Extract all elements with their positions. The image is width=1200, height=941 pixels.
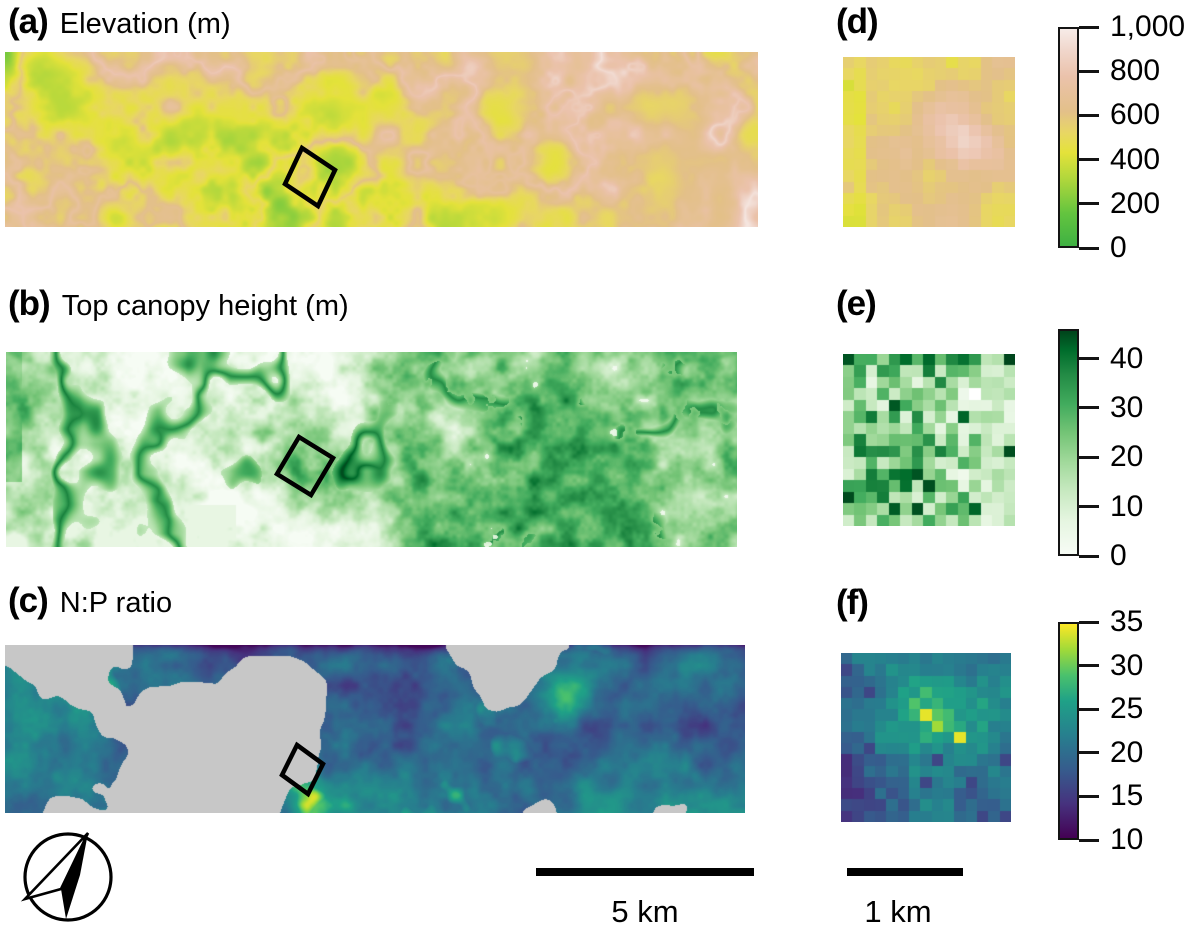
panel-d-label: (d) (836, 2, 879, 42)
cb-elevation-tick (1079, 69, 1099, 73)
cb-np-tick (1079, 664, 1099, 668)
cb-np-tick-label: 30 (1110, 648, 1144, 682)
cb-canopy-tick (1079, 406, 1099, 410)
cb-np-tick (1079, 838, 1099, 842)
panel-b-title: Top canopy height (m) (61, 290, 349, 322)
panel-f-tag: (f) (836, 583, 869, 622)
cb-elevation-tick (1079, 113, 1099, 117)
scalebar-1km-label: 1 km (864, 894, 932, 929)
cb-np-tick-label: 15 (1110, 779, 1144, 813)
cb-canopy-tick-label: 20 (1110, 440, 1144, 474)
np-ratio-inset-canvas (841, 653, 1011, 822)
canopy-height-map-canvas (6, 352, 737, 547)
panel-e-label: (e) (836, 284, 877, 324)
scalebar-5km (536, 868, 754, 876)
panel-e-tag: (e) (836, 284, 877, 323)
scalebar-1km (847, 868, 963, 876)
north-arrow-compass (20, 832, 113, 922)
cb-elevation-tick-label: 1,000 (1110, 10, 1186, 43)
cb-canopy-tick-label: 10 (1110, 489, 1144, 523)
cb-elevation-tick-label: 0 (1110, 231, 1127, 264)
cb-np-tick-label: 25 (1110, 692, 1144, 726)
panel-a-title: Elevation (m) (59, 8, 231, 40)
panel-c-title: N:P ratio (59, 587, 173, 619)
cb-np-tick-label: 35 (1110, 605, 1144, 638)
north-arrow-needle (61, 833, 88, 919)
np-ratio-map-canvas (5, 645, 745, 813)
panel-c-tag: (c) (8, 581, 49, 620)
panel-c-label: (c) N:P ratio (8, 581, 172, 621)
cb-np-tick (1079, 794, 1099, 798)
cb-canopy-tick (1079, 357, 1099, 361)
panel-a-label: (a) Elevation (m) (8, 2, 231, 42)
cb-elevation-tick (1079, 202, 1099, 206)
panel-b-label: (b) Top canopy height (m) (8, 284, 349, 324)
cb-canopy-tick-label: 0 (1110, 539, 1127, 572)
cb-np-tick (1079, 751, 1099, 755)
cb-canopy-tick (1079, 455, 1099, 459)
panel-b-tag: (b) (8, 284, 51, 323)
cb-canopy-tick-label: 40 (1110, 341, 1144, 375)
cb-elevation-tick-label: 800 (1110, 54, 1161, 88)
cb-np-tick-label: 10 (1110, 823, 1144, 856)
canopy-inset-canvas (843, 354, 1015, 526)
compass-circle (23, 832, 113, 922)
cb-elevation-tick (1079, 25, 1099, 29)
elevation-map-canvas (5, 52, 758, 227)
colorbar-canopy: 40 30 20 10 0 (1058, 329, 1200, 571)
colorbar-elevation-gradient (1058, 27, 1079, 248)
cb-np-tick (1079, 620, 1099, 624)
elevation-inset-canvas (843, 57, 1015, 227)
colorbar-np-ratio: 35 30 25 20 15 10 (1058, 607, 1200, 855)
cb-elevation-tick-label: 400 (1110, 142, 1161, 176)
cb-elevation-tick (1079, 158, 1099, 162)
cb-np-tick-label: 20 (1110, 735, 1144, 769)
colorbar-np-ratio-gradient (1058, 622, 1079, 840)
cb-canopy-tick (1079, 554, 1099, 558)
cb-canopy-tick (1079, 505, 1099, 509)
colorbar-canopy-gradient (1058, 329, 1079, 556)
cb-np-tick (1079, 707, 1099, 711)
panel-f-label: (f) (836, 583, 869, 623)
panel-d-tag: (d) (836, 2, 879, 41)
panel-a-tag: (a) (8, 2, 49, 41)
cb-canopy-tick-label: 30 (1110, 390, 1144, 424)
colorbar-elevation: 1,000 800 600 400 200 0 (1058, 12, 1200, 263)
cb-elevation-tick (1079, 246, 1099, 250)
cb-elevation-tick-label: 600 (1110, 98, 1161, 132)
cb-elevation-tick-label: 200 (1110, 186, 1161, 220)
scalebar-5km-label: 5 km (611, 894, 679, 929)
